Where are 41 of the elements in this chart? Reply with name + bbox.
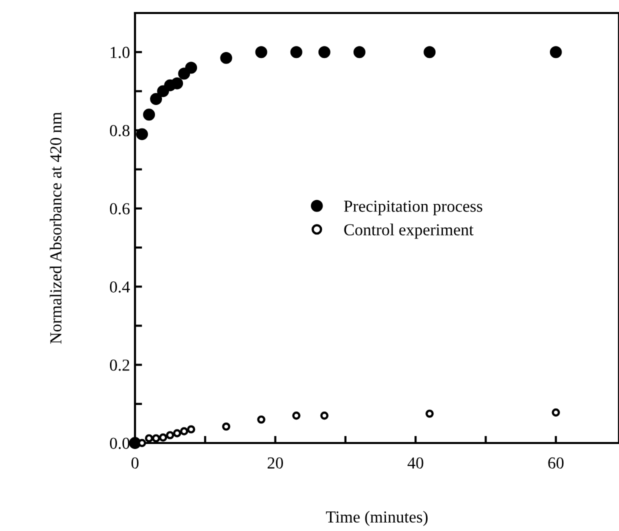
- point: [222, 422, 230, 431]
- y-tick-label: 1.0: [110, 46, 130, 58]
- point: [152, 434, 160, 442]
- point: [171, 77, 184, 90]
- point: [550, 46, 562, 58]
- y-tick-label: 0.2: [110, 360, 130, 371]
- point: [552, 408, 560, 417]
- point: [158, 433, 168, 442]
- point: [257, 415, 266, 424]
- point: [318, 46, 330, 58]
- point: [144, 434, 154, 442]
- point: [353, 46, 366, 58]
- point: [166, 431, 174, 440]
- x-tick-label: 20: [268, 457, 283, 469]
- point: [187, 425, 196, 434]
- point: [172, 429, 182, 438]
- legend-label: Precipitation process: [344, 200, 482, 216]
- point: [178, 68, 190, 80]
- text: 0.0: [110, 438, 130, 450]
- point: [255, 46, 268, 58]
- x-tick-label: 60: [548, 457, 564, 469]
- y-tick-label: 0.4: [110, 281, 130, 293]
- x-axis-title: Time (minutes): [326, 510, 428, 526]
- point: [424, 46, 436, 58]
- y-tick-label: 0.6: [110, 203, 130, 214]
- point: [136, 128, 148, 140]
- point: [426, 410, 434, 418]
- legend-label: Control experiment: [344, 224, 474, 239]
- point: [185, 62, 198, 74]
- point: [290, 46, 302, 58]
- point: [180, 427, 188, 436]
- y-tick-label: 0.8: [110, 124, 130, 136]
- point: [292, 412, 300, 420]
- y-axis-title: Normalized Absorbance at 420 nm: [50, 112, 62, 344]
- x-tick-label: 40: [408, 457, 424, 469]
- point: [320, 412, 328, 420]
- x-tick-label: 0: [131, 457, 139, 469]
- point: [220, 52, 232, 64]
- point: [150, 93, 162, 105]
- point: [157, 85, 170, 98]
- point: [143, 108, 155, 121]
